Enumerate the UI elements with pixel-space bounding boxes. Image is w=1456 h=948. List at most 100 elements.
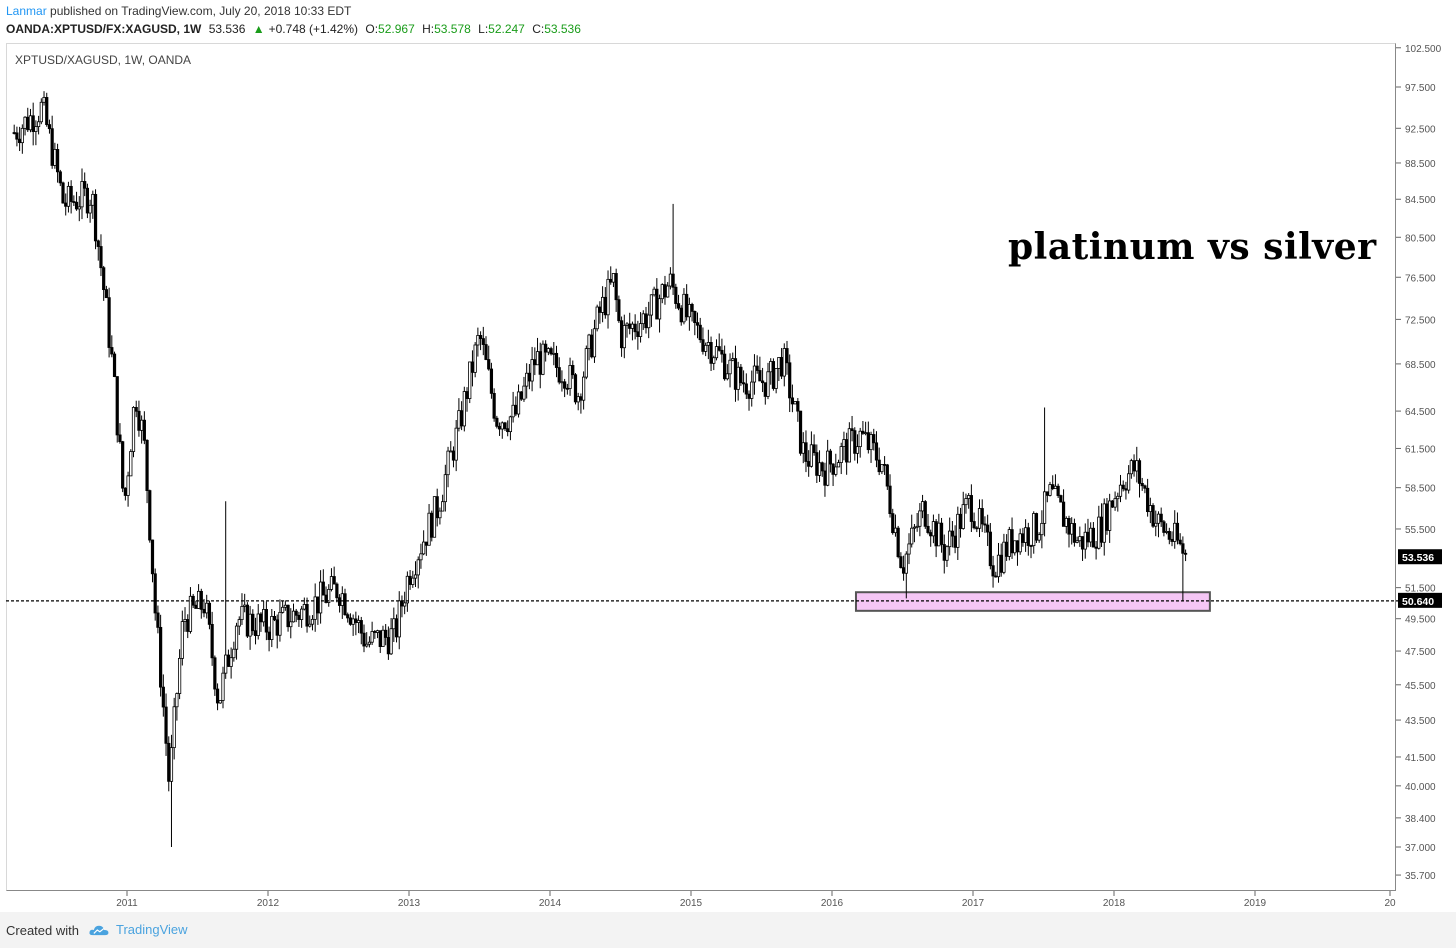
candle-body — [416, 559, 420, 576]
candle-body — [300, 608, 304, 620]
candle-body — [779, 357, 784, 377]
candle-body — [826, 450, 830, 486]
candle-body — [910, 527, 914, 545]
candle-body — [1140, 483, 1144, 487]
candle-body — [582, 376, 586, 401]
candle-body — [1137, 460, 1142, 484]
candle-body — [609, 278, 613, 283]
support-zone-rect[interactable] — [854, 591, 1211, 612]
candle-body — [760, 380, 765, 384]
candle-body — [243, 604, 247, 607]
tradingview-logo-icon — [89, 925, 109, 935]
y-tick-label: 37.000 — [1405, 843, 1436, 854]
candle-body — [815, 452, 819, 476]
chart-annotation[interactable]: platinum vs silver — [1008, 226, 1377, 268]
candle-body — [519, 391, 523, 400]
candle-body — [956, 513, 960, 548]
candle-body — [346, 614, 350, 619]
candle-body — [1127, 473, 1131, 491]
candle-body — [907, 543, 911, 555]
candle-body — [880, 464, 884, 473]
candle-body — [828, 450, 832, 465]
candle-body — [883, 464, 887, 466]
candle-body — [1053, 485, 1058, 490]
x-tick-label: 2016 — [821, 898, 844, 909]
chart-frame[interactable] — [6, 43, 1396, 891]
candle-body — [549, 348, 553, 355]
x-tick-label: 2011 — [116, 898, 138, 909]
candle-body — [492, 392, 496, 419]
candle-body — [801, 442, 805, 454]
candle-body — [1045, 491, 1049, 496]
candle-body — [709, 342, 713, 364]
candle-body — [1116, 495, 1120, 500]
open-value: 52.967 — [378, 22, 415, 36]
candle-body — [671, 273, 675, 288]
y-tick-label: 61.500 — [1405, 444, 1436, 455]
candle-body — [115, 376, 119, 436]
candle-body — [511, 404, 515, 418]
candle-body — [850, 428, 854, 432]
candle-body — [23, 116, 27, 129]
candle-body — [88, 204, 92, 214]
candle-body — [554, 352, 559, 368]
candle-body — [1091, 527, 1095, 548]
candle-body — [617, 299, 621, 322]
tradingview-brand[interactable]: TradingView — [88, 922, 188, 937]
candle-body — [484, 344, 488, 360]
candle-body — [525, 372, 529, 387]
candle-body — [256, 613, 260, 636]
candle-body — [939, 522, 944, 545]
candle-body — [782, 348, 786, 377]
candle-body — [1010, 529, 1014, 554]
candle-body — [487, 359, 491, 370]
y-tick-label: 41.500 — [1405, 753, 1436, 764]
candle-body — [590, 334, 594, 358]
y-tick-label: 80.500 — [1405, 233, 1436, 244]
candle-body — [893, 527, 898, 534]
candle-body — [291, 610, 296, 623]
price-chart[interactable]: 102.500 97.500 92.500 88.500 84.500 80.500 76.… — [0, 0, 1456, 912]
candle-body — [945, 546, 949, 561]
candle-body — [405, 575, 409, 604]
price-change: +0.748 (+1.42%) — [268, 22, 359, 36]
candle-body — [687, 304, 691, 318]
candle-body — [1015, 540, 1020, 553]
candle-body — [1105, 503, 1109, 531]
candle-body — [644, 313, 648, 329]
candle-body — [1097, 516, 1101, 549]
candle-body — [804, 442, 808, 462]
candle-body — [42, 97, 46, 103]
candle-body — [15, 132, 19, 140]
candle-body — [861, 430, 865, 434]
candle-body — [375, 630, 380, 633]
candle-body — [45, 97, 49, 125]
candle-body — [744, 383, 748, 395]
candle-body — [381, 629, 385, 647]
candle-body — [1129, 460, 1133, 475]
candle-body — [725, 373, 729, 380]
candle-body — [180, 621, 184, 659]
candle-body — [1018, 533, 1022, 553]
author-link[interactable]: Lanmar — [6, 4, 47, 18]
candle-body — [327, 588, 331, 603]
candle-body — [478, 335, 483, 339]
x-tick-label: 2014 — [539, 898, 562, 909]
candle-body — [39, 101, 43, 123]
candle-body — [167, 742, 171, 782]
candle-body — [595, 306, 599, 330]
candle-body — [286, 604, 290, 628]
candle-body — [58, 171, 62, 184]
candle-body — [178, 657, 182, 694]
candle-body — [912, 526, 917, 529]
candle-body — [468, 361, 472, 399]
candle-body — [1108, 500, 1112, 531]
candle-body — [316, 596, 320, 614]
candle-body — [50, 128, 54, 166]
candle-body — [666, 285, 670, 298]
candle-body — [516, 391, 521, 415]
candle-body — [999, 554, 1003, 573]
created-with-text: Created with — [6, 923, 79, 938]
candle-body — [175, 693, 179, 708]
candle-body — [568, 365, 572, 389]
